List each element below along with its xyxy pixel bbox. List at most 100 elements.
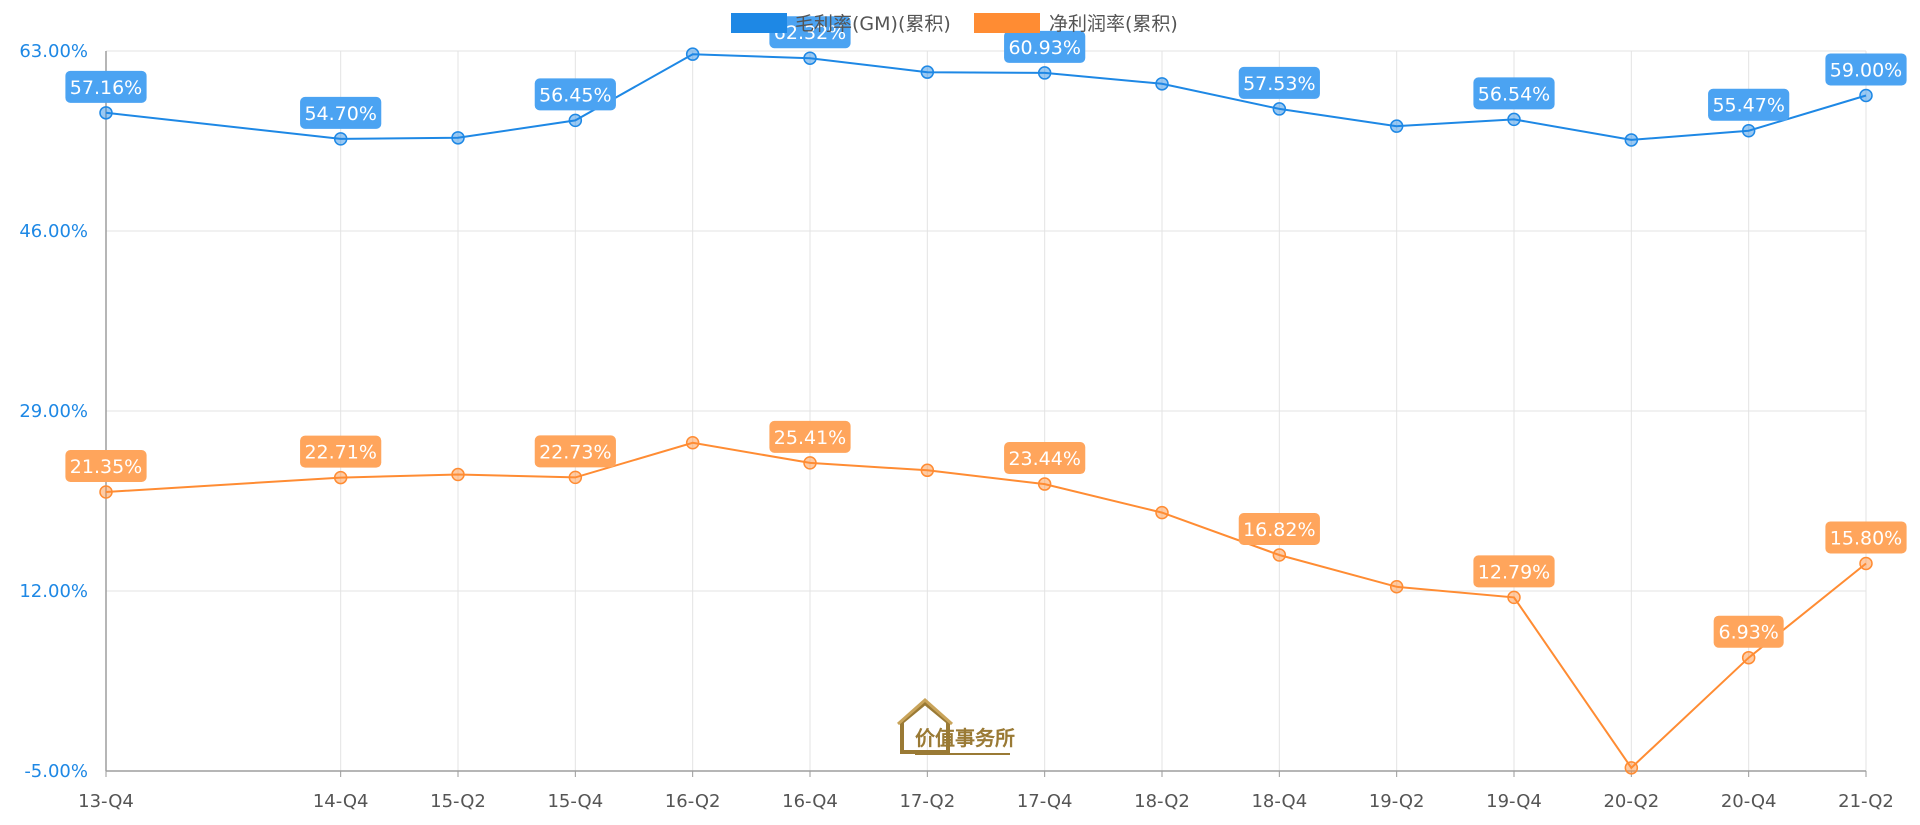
data-label: 12.79%	[1473, 555, 1555, 588]
data-point	[803, 456, 817, 470]
x-tick-label: 13-Q4	[78, 791, 134, 812]
data-label: 22.73%	[534, 435, 616, 468]
data-label: 15.80%	[1825, 521, 1907, 554]
data-point	[1741, 123, 1756, 138]
data-label-bg	[1825, 521, 1907, 554]
data-point	[1272, 102, 1287, 116]
data-label-bg	[769, 16, 851, 49]
x-tick-label: 14-Q4	[313, 791, 369, 812]
data-label-text: 12.79%	[1478, 561, 1550, 583]
x-tick-label: 17-Q4	[1017, 791, 1073, 812]
data-label-bg	[1004, 30, 1086, 63]
data-label-text: 22.73%	[539, 441, 611, 463]
data-label-text: 60.93%	[1008, 37, 1080, 59]
x-tick-label: 16-Q4	[782, 791, 838, 812]
data-point	[99, 106, 113, 120]
data-label-bg	[300, 96, 382, 129]
data-label-text: 54.70%	[304, 103, 376, 125]
data-label: 16.82%	[1238, 513, 1320, 545]
data-point	[99, 485, 113, 499]
data-label-text: 25.41%	[774, 427, 846, 449]
data-point	[1741, 650, 1756, 665]
x-tick-label: 20-Q4	[1721, 791, 1777, 812]
legend-label-2: 净利润率(累积)	[1049, 13, 1178, 35]
data-label-bg	[1825, 53, 1907, 86]
x-tick-label: 18-Q2	[1134, 791, 1190, 812]
data-label: 56.54%	[1473, 77, 1555, 110]
data-label: 57.53%	[1238, 66, 1320, 99]
data-point	[1389, 119, 1404, 133]
y-tick-label: 46.00%	[19, 221, 88, 242]
data-label: 56.45%	[534, 78, 616, 111]
data-label-text: 55.47%	[1712, 95, 1784, 117]
data-label-text: 23.44%	[1008, 448, 1080, 470]
data-label-text: 15.80%	[1830, 527, 1902, 549]
data-point	[920, 65, 935, 79]
data-label-bg	[534, 78, 616, 111]
data-label-bg	[1238, 513, 1320, 545]
series-layer	[99, 47, 1873, 775]
x-tick-label: 18-Q4	[1251, 791, 1307, 812]
x-tick-label: 19-Q2	[1369, 791, 1425, 812]
data-point	[568, 113, 583, 128]
data-label-bg	[1473, 555, 1555, 588]
data-point	[1507, 590, 1521, 605]
data-label-bg	[65, 450, 147, 482]
data-point	[920, 463, 935, 478]
data-label: 55.47%	[1708, 88, 1790, 121]
watermark-text: 价值事务所	[915, 726, 1015, 750]
data-label-bg	[65, 70, 147, 103]
data-label-text: 57.16%	[70, 77, 142, 99]
y-tick-label: -5.00%	[24, 761, 88, 782]
grid	[105, 50, 1867, 772]
data-label: 62.32%	[769, 16, 851, 49]
data-point	[1037, 66, 1052, 80]
data-label-text: 22.71%	[304, 442, 376, 464]
data-label-text: 62.32%	[774, 22, 846, 44]
data-point	[333, 470, 348, 485]
x-tick-label: 20-Q2	[1603, 791, 1659, 812]
data-point	[451, 131, 465, 145]
legend-label-1: 毛利率(GM)(累积)	[795, 13, 951, 35]
y-tick-label: 29.00%	[19, 401, 88, 422]
data-point	[451, 467, 465, 482]
data-label-bg	[300, 435, 382, 468]
data-point	[1624, 133, 1639, 147]
data-point	[803, 51, 817, 65]
data-label-text: 16.82%	[1243, 519, 1315, 541]
data-label: 25.41%	[769, 420, 851, 453]
data-label-bg	[769, 420, 851, 453]
house-logo-icon	[897, 697, 953, 754]
data-point	[1037, 477, 1052, 491]
data-point	[1389, 580, 1404, 594]
data-label-bg	[1708, 88, 1790, 121]
x-tick-label: 21-Q2	[1838, 791, 1894, 812]
data-label: 60.93%	[1004, 30, 1086, 63]
data-label: 23.44%	[1004, 442, 1086, 475]
data-label-bg	[1238, 66, 1320, 99]
data-label-text: 57.53%	[1243, 73, 1315, 95]
data-point	[1155, 505, 1169, 520]
x-tick-label: 15-Q4	[547, 791, 603, 812]
x-tick-label: 17-Q2	[899, 791, 955, 812]
legend: 毛利率(GM)(累积) 净利润率(累积)	[731, 13, 1178, 35]
data-label-text: 56.54%	[1478, 83, 1550, 105]
x-tick-label: 16-Q2	[665, 791, 721, 812]
data-label-text: 56.45%	[539, 84, 611, 106]
data-point	[568, 470, 583, 485]
data-label: 59.00%	[1825, 53, 1907, 86]
legend-swatch-2	[974, 13, 1040, 33]
x-tick-label: 15-Q2	[430, 791, 486, 812]
data-point	[1624, 761, 1639, 775]
series-line-1	[105, 53, 1867, 141]
data-point	[1859, 88, 1873, 103]
data-label-bg	[1473, 77, 1555, 110]
data-label-bg	[1713, 615, 1784, 648]
data-point	[1507, 112, 1521, 127]
data-labels-layer: 57.16% 54.70% 56.45% 62.32% 60.93% 57.53% 56.5…	[65, 16, 1907, 648]
data-label: 21.35%	[65, 450, 147, 482]
axes	[105, 51, 1867, 777]
data-label-bg	[534, 435, 616, 468]
